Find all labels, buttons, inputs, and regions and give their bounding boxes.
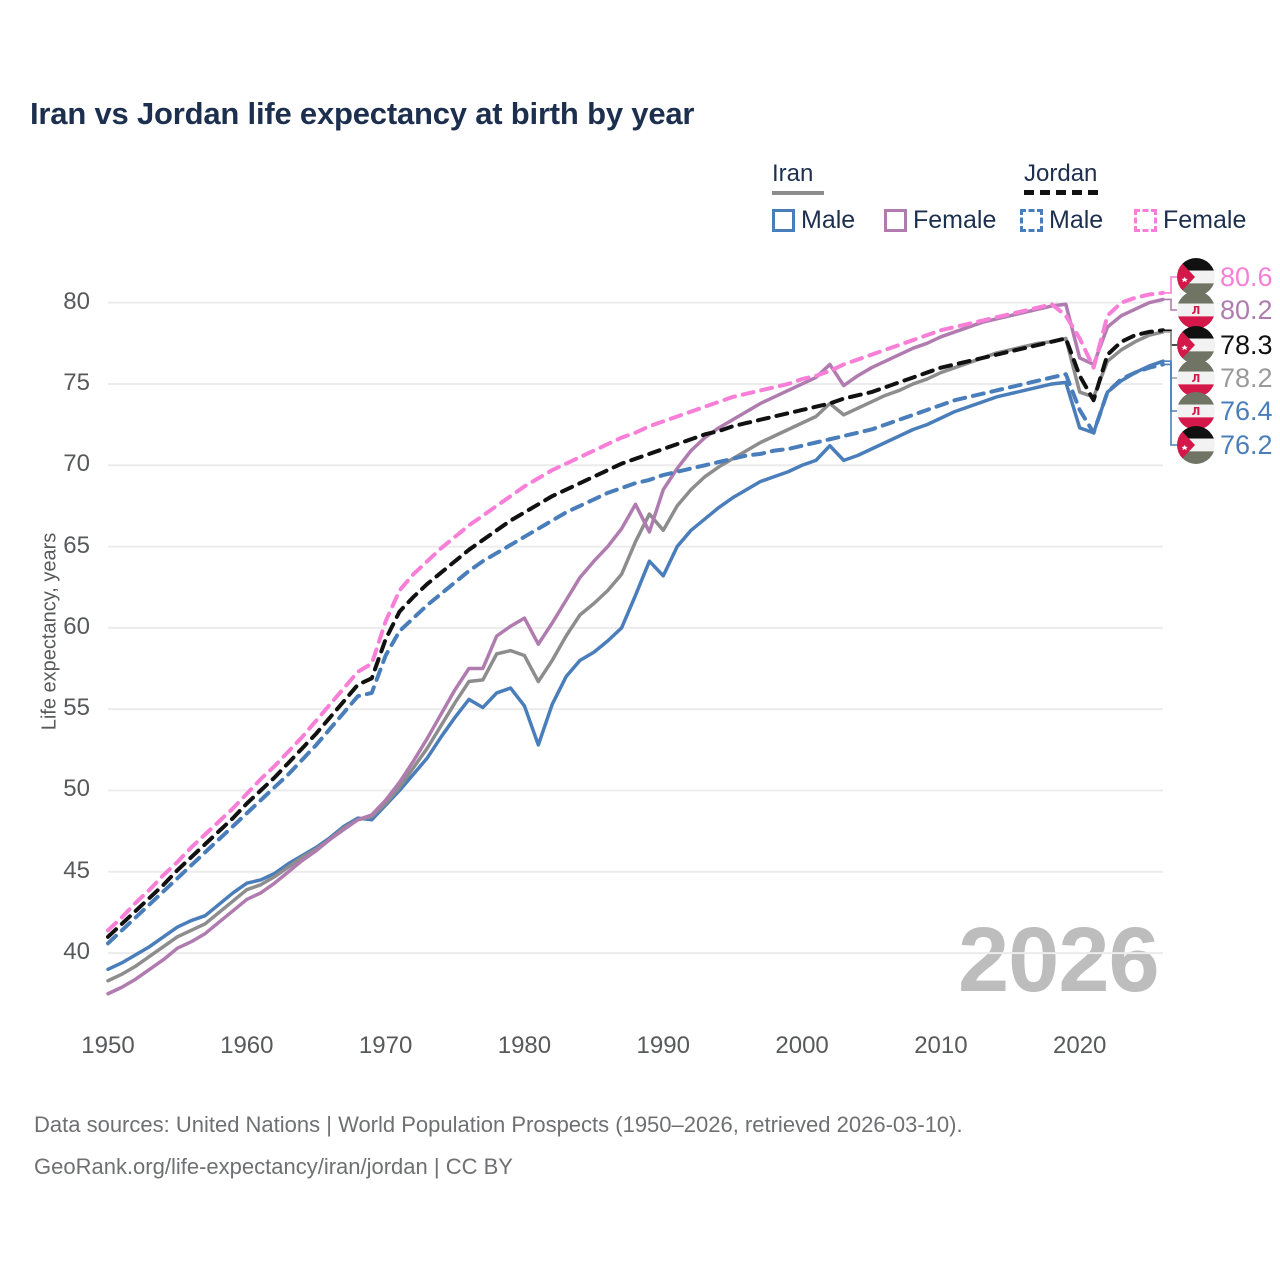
x-tick-label: 1950 (81, 1032, 135, 1059)
legend-item-iran-female[interactable]: Female (884, 206, 996, 235)
footer-credits: Data sources: United Nations | World Pop… (34, 1104, 963, 1188)
legend-swatch-jordan-female-icon (1134, 209, 1157, 232)
series-line-iran-female (106, 297, 1165, 996)
y-tick-label: 55 (63, 694, 90, 722)
end-label-row: 76.2 (1177, 426, 1273, 464)
page-title: Iran vs Jordan life expectancy at birth … (30, 96, 695, 131)
x-tick-label: 1970 (358, 1032, 413, 1059)
x-tick-label: 1980 (497, 1032, 552, 1059)
x-tick-label: 1990 (636, 1032, 690, 1059)
y-tick-label: 60 (63, 612, 90, 640)
watermark-year: 2026 (958, 909, 1160, 1011)
end-label-row: Л 76.4 (1177, 392, 1273, 430)
series-line-iran-total (106, 330, 1165, 983)
footer-line-1: Data sources: United Nations | World Pop… (34, 1112, 963, 1137)
legend-swatch-iran-female-icon (884, 209, 907, 232)
series-line-jordan-male (106, 362, 1165, 946)
jordan-flag-icon (1177, 426, 1215, 464)
legend-swatch-jordan-male-icon (1020, 209, 1043, 232)
legend-group-jordan-rule (1024, 190, 1098, 195)
y-tick-label: 75 (63, 368, 90, 396)
legend-item-iran-male[interactable]: Male (772, 206, 855, 235)
y-tick-label: 65 (63, 531, 90, 559)
y-tick-label: 50 (63, 775, 90, 803)
y-tick-label: 80 (63, 287, 90, 315)
end-label-value: 76.2 (1220, 429, 1273, 460)
y-axis-title: Life expectancy, years (38, 532, 61, 731)
legend-label-jordan-female: Female (1163, 206, 1247, 234)
legend-label-iran-male: Male (801, 206, 856, 234)
iran-flag-icon: Л (1177, 392, 1215, 430)
legend-label-iran-female: Female (913, 206, 997, 234)
end-label-value: 80.6 (1220, 261, 1273, 292)
iran-flag-icon: Л (1177, 291, 1215, 329)
y-tick-label: 45 (63, 856, 90, 884)
end-label-leader (1163, 331, 1181, 379)
end-label-leader (1163, 363, 1181, 446)
end-label-leader (1163, 298, 1181, 311)
end-label-value: 80.2 (1220, 294, 1273, 325)
y-tick-label: 70 (63, 450, 90, 478)
svg-text:Л: Л (1192, 305, 1201, 317)
legend-item-jordan-male[interactable]: Male (1020, 206, 1103, 235)
series-line-jordan-female (106, 290, 1165, 933)
legend-group-iran-rule (772, 191, 824, 195)
series-line-iran-male (106, 359, 1165, 972)
legend-group-iran: Iran (772, 160, 814, 187)
legend-label-jordan-male: Male (1049, 206, 1104, 234)
legend-item-jordan-female[interactable]: Female (1134, 206, 1246, 235)
end-label-leader (1163, 276, 1181, 294)
series-line-jordan-total (106, 328, 1165, 939)
svg-text:Л: Л (1192, 406, 1201, 418)
y-tick-label: 40 (63, 938, 90, 966)
legend-swatch-iran-male-icon (772, 209, 795, 232)
svg-text:Л: Л (1192, 373, 1201, 385)
chart-legend: Iran Jordan Male Female Male Female (760, 160, 1260, 240)
x-tick-label: 2020 (1053, 1032, 1107, 1059)
end-label-value: 78.3 (1220, 329, 1273, 360)
end-label-row: Л 80.2 (1177, 291, 1273, 329)
footer-line-2[interactable]: GeoRank.org/life-expectancy/iran/jordan … (34, 1154, 513, 1179)
x-tick-label: 2010 (914, 1032, 968, 1059)
end-label-value: 76.4 (1220, 395, 1273, 426)
legend-group-jordan: Jordan (1024, 160, 1098, 187)
x-tick-label: 2000 (775, 1032, 829, 1059)
end-label-value: 78.2 (1220, 362, 1273, 393)
x-tick-label: 1960 (220, 1032, 274, 1059)
